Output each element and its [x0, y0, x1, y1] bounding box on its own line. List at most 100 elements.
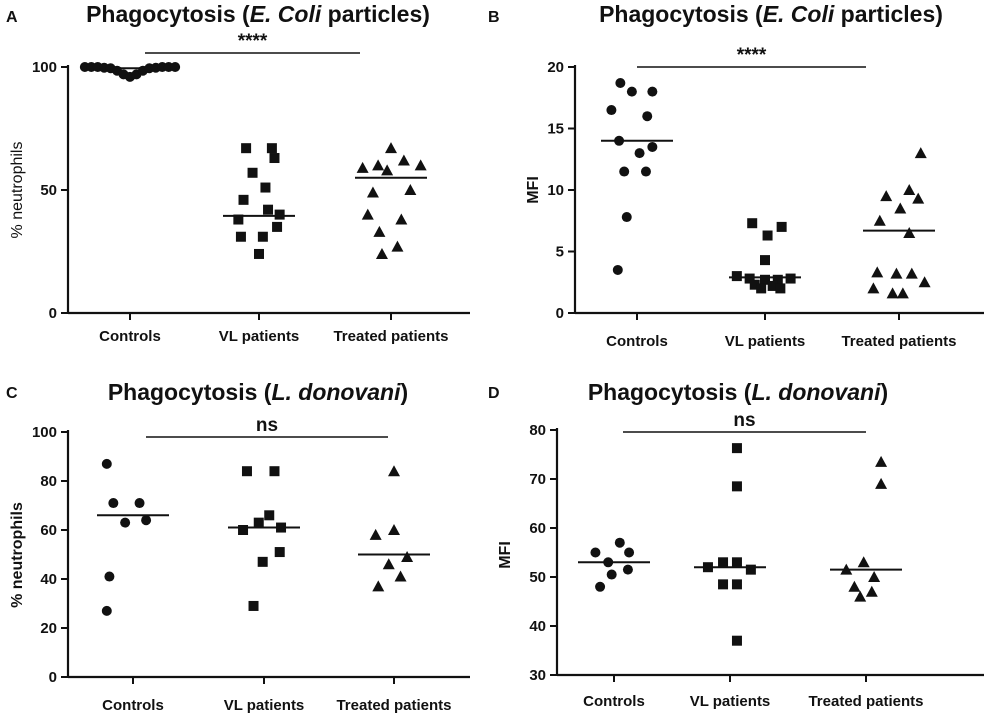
y-axis-label: MFI [525, 176, 542, 204]
data-point-square [253, 517, 264, 528]
data-point-square [756, 283, 767, 294]
data-point-square [731, 481, 742, 492]
data-point-triangle [867, 282, 880, 294]
title-italic: L. donovani [751, 379, 881, 405]
data-point-circle [134, 498, 145, 509]
panel-c: C Phagocytosis (L. donovani) 0 20 40 60 80 100… [6, 379, 470, 714]
data-point-triangle [896, 287, 909, 299]
data-point-square [749, 279, 760, 290]
data-point-triangle [918, 276, 931, 288]
data-point-square [241, 466, 252, 477]
data-point-circle [101, 458, 112, 469]
data-point-circle [141, 515, 152, 526]
x-tick-label: Controls [606, 333, 668, 350]
data-point-triangle [886, 287, 899, 299]
data-point-triangle [361, 208, 374, 220]
data-point-circle [614, 537, 625, 548]
data-point-square [718, 579, 729, 590]
data-point-square [760, 274, 770, 285]
data-point-triangle [875, 455, 888, 467]
y-tick-label: 20 [40, 620, 57, 637]
data-point-circle [634, 148, 645, 159]
data-point-triangle [873, 214, 886, 226]
data-point-triangle [404, 184, 417, 195]
series-vl-patients [223, 143, 295, 259]
data-point-square [269, 153, 280, 164]
x-tick-label: Controls [583, 693, 645, 710]
title-prefix: Phagocytosis ( [599, 1, 763, 27]
data-point-triangle [880, 190, 893, 202]
y-tick-label: 40 [529, 618, 546, 635]
data-point-circle [104, 571, 115, 582]
data-point-square [266, 143, 277, 154]
data-point-triangle [840, 563, 853, 575]
title-suffix: ) [881, 379, 889, 405]
x-tick-label: VL patients [219, 328, 300, 345]
x-tick-label: Controls [102, 697, 164, 714]
data-point-circle [614, 135, 625, 146]
data-point-square [238, 525, 249, 535]
y-tick-label: 80 [529, 422, 546, 439]
data-point-triangle [894, 202, 907, 214]
data-point-square [731, 635, 742, 646]
y-tick-label: 20 [547, 59, 564, 76]
data-point-square [775, 283, 786, 294]
data-point-triangle [871, 266, 884, 278]
data-point-square [276, 522, 287, 533]
data-point-square [257, 556, 268, 567]
data-point-triangle [854, 590, 867, 602]
data-point-square [731, 557, 742, 568]
y-tick-label: 0 [49, 669, 57, 686]
panel-letter-b: B [488, 9, 500, 26]
data-point-triangle [381, 164, 394, 176]
data-point-square [264, 510, 275, 521]
title-prefix: Phagocytosis ( [86, 1, 250, 27]
data-point-square [254, 248, 264, 259]
data-point-triangle [875, 477, 888, 489]
x-tick-label: Treated patients [336, 697, 451, 714]
data-point-circle [624, 547, 635, 558]
series-controls [601, 77, 673, 275]
panel-letter-d: D [488, 385, 500, 402]
data-point-circle [603, 557, 614, 568]
data-point-triangle [903, 184, 916, 195]
data-point-square [731, 443, 742, 454]
data-point-circle [615, 77, 626, 88]
significance-label: **** [737, 45, 767, 66]
data-point-triangle [912, 192, 925, 204]
data-point-circle [108, 498, 119, 509]
data-point-circle [647, 141, 658, 152]
title-prefix: Phagocytosis ( [588, 379, 752, 405]
y-axis-label: % neutrophils [9, 502, 26, 608]
data-point-circle [621, 212, 632, 223]
chart-title-b: Phagocytosis (E. Coli particles) [599, 1, 943, 27]
data-point-triangle [914, 147, 927, 159]
data-point-square [718, 557, 729, 568]
data-point-circle [626, 86, 637, 97]
title-suffix: particles) [321, 1, 430, 27]
data-point-circle [642, 111, 653, 122]
data-point-triangle [905, 267, 918, 279]
title-prefix: Phagocytosis ( [108, 379, 272, 405]
y-tick-label: 60 [529, 520, 546, 537]
data-point-square [272, 221, 283, 232]
data-point-square [772, 274, 783, 285]
y-axis-label: % neutrophils [9, 142, 26, 239]
data-point-circle [595, 581, 606, 592]
panel-d: D Phagocytosis (L. donovani) 30 40 50 60 70 80… [488, 379, 984, 710]
series-treated-patients [863, 147, 935, 299]
series-vl-patients [729, 218, 801, 294]
series-vl-patients [694, 443, 766, 646]
data-point-triangle [385, 142, 397, 154]
y-tick-label: 0 [49, 305, 57, 322]
chart-title-d: Phagocytosis (L. donovani) [588, 379, 888, 405]
y-tick-label: 40 [40, 571, 57, 588]
data-point-square [762, 230, 773, 241]
series-treated-patients [830, 455, 902, 602]
series-treated-patients [358, 465, 430, 592]
data-point-circle [120, 517, 131, 528]
data-point-triangle [372, 580, 385, 592]
title-italic: L. donovani [271, 379, 401, 405]
data-point-square [731, 579, 742, 590]
title-italic: E. Coli [250, 1, 322, 27]
